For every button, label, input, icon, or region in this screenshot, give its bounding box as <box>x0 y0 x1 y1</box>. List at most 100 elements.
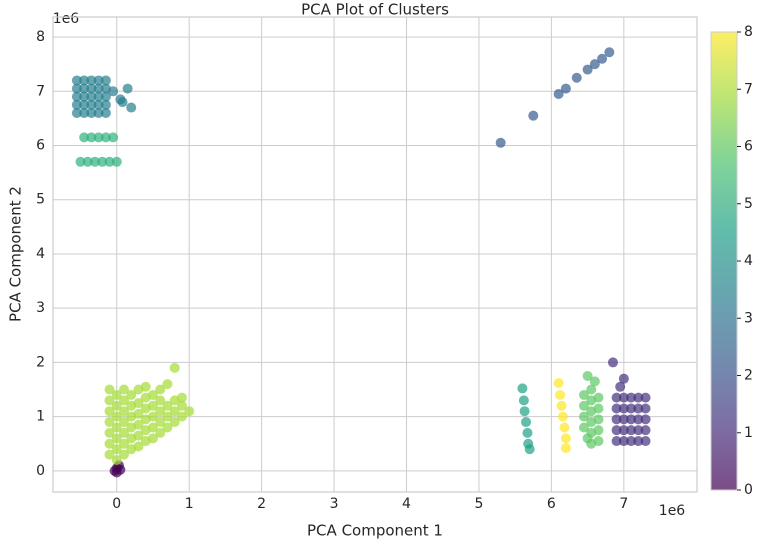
y-tick-label: 5 <box>36 192 45 208</box>
point <box>79 99 90 110</box>
point <box>593 392 604 403</box>
colorbar-tick-label: 8 <box>744 24 753 40</box>
point <box>111 422 122 433</box>
point <box>611 392 622 403</box>
point <box>626 436 637 447</box>
y-offset-label: 1e6 <box>53 11 80 27</box>
x-offset-label: 1e6 <box>659 503 686 519</box>
point <box>626 414 637 425</box>
point <box>126 389 137 400</box>
point <box>611 436 622 447</box>
point <box>126 102 137 113</box>
point <box>118 384 129 395</box>
point <box>118 406 129 417</box>
point <box>104 395 115 406</box>
point <box>147 433 158 444</box>
point <box>169 406 180 417</box>
point <box>71 83 82 94</box>
point <box>176 400 187 411</box>
point <box>79 75 90 86</box>
point <box>633 403 644 414</box>
point <box>578 411 589 422</box>
point <box>108 86 119 97</box>
point <box>618 373 629 384</box>
point <box>111 411 122 422</box>
point <box>71 75 82 86</box>
point <box>111 444 122 455</box>
point <box>519 406 530 417</box>
point <box>604 47 615 58</box>
point <box>86 132 97 143</box>
point <box>111 433 122 444</box>
point <box>155 417 166 428</box>
point <box>71 107 82 118</box>
point <box>560 443 571 454</box>
plot-border <box>52 16 698 493</box>
colorbar-tick-label: 6 <box>744 139 753 155</box>
y-tick-label: 4 <box>36 246 45 262</box>
point <box>147 389 158 400</box>
point <box>586 384 597 395</box>
point <box>93 99 104 110</box>
point <box>93 132 104 143</box>
point <box>618 436 629 447</box>
x-tick-label: 2 <box>257 496 266 512</box>
point <box>86 91 97 102</box>
point <box>104 406 115 417</box>
point <box>611 403 622 414</box>
point <box>79 107 90 118</box>
colorbar-tick-label: 5 <box>744 196 753 212</box>
point <box>86 83 97 94</box>
y-tick-label: 6 <box>36 138 45 154</box>
point <box>100 91 111 102</box>
point <box>582 64 593 75</box>
point <box>176 392 187 403</box>
point <box>147 400 158 411</box>
point <box>79 132 90 143</box>
point <box>118 427 129 438</box>
point <box>162 411 173 422</box>
point <box>626 425 637 436</box>
point <box>82 156 93 167</box>
point <box>133 441 144 452</box>
point <box>640 403 651 414</box>
point <box>626 403 637 414</box>
point <box>560 83 571 94</box>
point <box>528 110 539 121</box>
point <box>557 411 568 422</box>
point <box>79 83 90 94</box>
point <box>147 411 158 422</box>
point <box>615 381 626 392</box>
y-tick-label: 1 <box>36 409 45 425</box>
point <box>184 406 195 417</box>
point <box>517 383 528 394</box>
point <box>117 97 128 108</box>
point <box>640 425 651 436</box>
point <box>75 156 86 167</box>
point <box>618 425 629 436</box>
point <box>100 99 111 110</box>
x-tick-label: 6 <box>547 496 556 512</box>
point <box>640 414 651 425</box>
point <box>611 414 622 425</box>
point <box>155 427 166 438</box>
point <box>521 417 532 428</box>
point <box>155 384 166 395</box>
point <box>104 449 115 460</box>
point <box>118 417 129 428</box>
point <box>555 389 566 400</box>
point <box>169 417 180 428</box>
point <box>97 156 108 167</box>
point <box>593 403 604 414</box>
point <box>155 406 166 417</box>
y-tick-label: 3 <box>36 300 45 316</box>
point <box>556 400 567 411</box>
point <box>93 91 104 102</box>
point <box>118 395 129 406</box>
point <box>162 400 173 411</box>
y-tick-label: 8 <box>36 29 45 45</box>
point <box>626 392 637 403</box>
point <box>86 99 97 110</box>
point <box>597 53 608 64</box>
